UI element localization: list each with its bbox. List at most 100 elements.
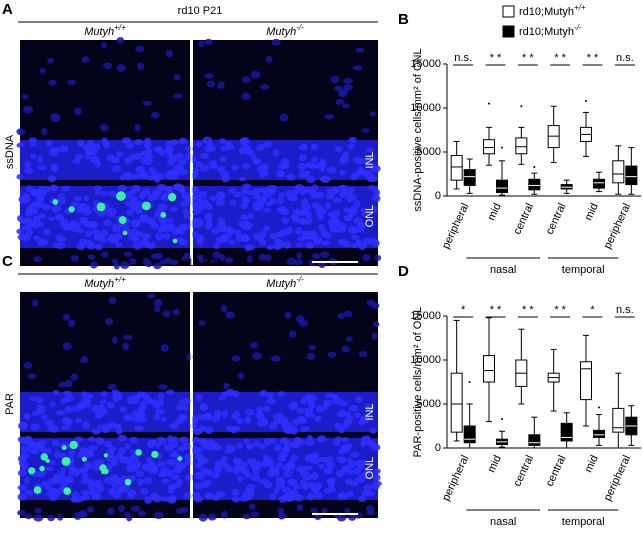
positive-cell — [68, 206, 75, 213]
box — [463, 425, 476, 444]
box — [450, 155, 463, 181]
nucleus — [365, 440, 375, 446]
positive-cell — [124, 478, 132, 486]
nucleus — [97, 424, 105, 430]
genotype-label: Mutyh-/- — [266, 275, 304, 290]
nucleus — [171, 436, 179, 442]
nucleus — [298, 217, 307, 226]
nucleus — [362, 254, 371, 262]
nucleus — [213, 242, 220, 250]
nucleus — [134, 173, 142, 179]
nucleus — [27, 373, 37, 379]
nucleus — [162, 478, 171, 484]
nucleus — [81, 391, 88, 398]
nucleus — [154, 408, 165, 415]
nucleus — [134, 138, 144, 146]
nucleus — [326, 466, 333, 475]
nucleus — [198, 40, 205, 48]
nucleus — [30, 423, 40, 431]
superscript: -/- — [296, 275, 304, 284]
nucleus — [77, 139, 85, 147]
nucleus — [204, 212, 213, 221]
nucleus — [320, 229, 328, 238]
nucleus — [198, 257, 208, 264]
nucleus — [145, 462, 156, 468]
nucleus — [69, 224, 80, 232]
nucleus — [131, 410, 138, 417]
nucleus — [68, 449, 76, 457]
nucleus — [272, 148, 280, 157]
nucleus — [225, 311, 235, 319]
nucleus — [108, 235, 118, 244]
nucleus — [209, 195, 218, 201]
nucleus — [327, 211, 336, 218]
nucleus — [17, 484, 28, 491]
x-tick-label: central — [511, 201, 536, 236]
nucleus — [345, 336, 354, 342]
text-part: Mutyh — [266, 26, 296, 38]
nucleus — [39, 68, 46, 74]
nucleus — [369, 111, 376, 117]
significance: n.s. — [616, 52, 634, 64]
nucleus — [242, 513, 251, 520]
nucleus — [62, 313, 70, 321]
superscript: -/- — [574, 23, 582, 32]
nucleus — [146, 217, 156, 225]
nucleus — [67, 319, 76, 328]
nucleus — [199, 458, 209, 464]
nucleus — [299, 188, 307, 196]
x-tick-label: central — [544, 201, 569, 236]
nucleus — [364, 435, 371, 441]
box — [528, 178, 541, 191]
nucleus — [324, 392, 335, 399]
nucleus — [348, 225, 356, 232]
nucleus — [261, 417, 269, 426]
group-label: nasal — [490, 516, 516, 528]
box — [496, 179, 508, 193]
nucleus — [286, 257, 297, 265]
nucleus — [279, 437, 289, 445]
nucleus — [269, 232, 280, 240]
nucleus — [103, 141, 110, 149]
nucleus — [127, 397, 135, 405]
x-tick-label: mid — [582, 453, 600, 474]
nucleus — [371, 482, 380, 490]
text-part: Mutyh — [84, 26, 114, 38]
nucleus — [333, 85, 343, 92]
positive-cell — [101, 469, 106, 475]
nucleus — [50, 163, 58, 171]
nucleus — [244, 149, 255, 156]
nucleus — [371, 332, 378, 341]
nucleus — [351, 172, 361, 178]
nucleus — [304, 393, 313, 399]
nucleus — [259, 84, 270, 90]
nucleus — [122, 334, 133, 341]
nucleus — [249, 342, 259, 349]
nucleus — [23, 412, 31, 421]
nucleus — [29, 153, 37, 159]
nucleus — [23, 105, 34, 114]
x-tick-label: peripheral — [440, 201, 472, 250]
nucleus — [159, 438, 167, 445]
nucleus — [166, 152, 174, 160]
nucleus — [252, 352, 263, 360]
text-part: rd10;Mutyh — [519, 26, 574, 38]
nucleus — [325, 202, 332, 210]
nucleus — [336, 456, 346, 462]
nucleus — [96, 404, 107, 413]
nucleus — [372, 321, 380, 328]
nucleus — [342, 188, 353, 196]
nucleus — [232, 459, 242, 465]
positive-cell — [151, 450, 159, 459]
nucleus — [143, 477, 153, 485]
nucleus — [30, 188, 39, 196]
y-tick-label: 15000 — [410, 58, 441, 70]
nucleus — [174, 418, 183, 425]
nucleus — [195, 141, 203, 148]
nucleus — [232, 467, 240, 475]
nucleus — [305, 210, 313, 219]
nucleus — [21, 93, 29, 100]
nucleus — [277, 511, 286, 520]
nucleus — [324, 113, 335, 120]
nucleus — [214, 465, 223, 474]
